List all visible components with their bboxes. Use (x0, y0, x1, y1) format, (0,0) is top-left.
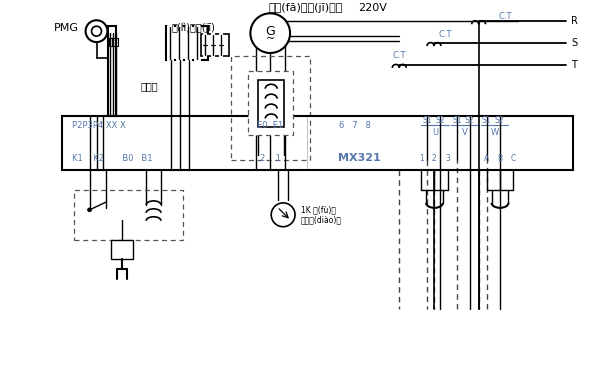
Text: U: U (432, 128, 438, 137)
Text: C.T: C.T (439, 30, 452, 39)
Circle shape (250, 13, 290, 53)
Text: B: B (497, 154, 502, 163)
Bar (248, 71, 293, 135)
Text: 1K 負(fù)載: 1K 負(fù)載 (301, 206, 336, 214)
Text: W: W (490, 128, 499, 137)
Text: MX321: MX321 (338, 153, 381, 163)
Text: S1: S1 (422, 116, 432, 125)
Bar (112, 38, 115, 46)
Text: S2: S2 (465, 116, 475, 125)
Text: 勵(lì)磁機(jī): 勵(lì)磁機(jī) (172, 23, 216, 33)
Text: 1: 1 (419, 154, 424, 163)
Bar (112, 240, 133, 260)
Text: S2: S2 (495, 116, 504, 125)
Text: PMG: PMG (54, 23, 79, 33)
Bar (166, 26, 208, 60)
Circle shape (86, 20, 107, 42)
Bar (109, 26, 116, 116)
Text: S1: S1 (452, 116, 461, 125)
Text: G: G (265, 25, 275, 38)
Text: R: R (571, 16, 577, 26)
Text: C: C (511, 154, 516, 163)
Text: T: T (571, 60, 577, 70)
Bar (109, 38, 112, 46)
Text: 3: 3 (445, 154, 451, 163)
Circle shape (92, 26, 101, 36)
Text: E0  E1: E0 E1 (257, 121, 283, 130)
Bar (74, 190, 183, 240)
Text: 外部調(diào)整: 外部調(diào)整 (301, 215, 342, 224)
Bar (230, 56, 310, 160)
Text: C.T: C.T (499, 12, 512, 21)
Circle shape (271, 203, 295, 227)
Text: 2    1: 2 1 (260, 154, 281, 163)
Text: S2: S2 (435, 116, 445, 125)
Bar (115, 38, 118, 46)
Text: S: S (571, 38, 577, 48)
Text: P2P3P4 XX X: P2P3P4 XX X (72, 121, 125, 130)
Text: S1: S1 (482, 116, 491, 125)
Text: 220V: 220V (358, 3, 387, 13)
Text: 主發(fā)電機(jī)繞組: 主發(fā)電機(jī)繞組 (268, 3, 343, 13)
Bar (62, 116, 573, 170)
Text: A: A (484, 154, 489, 163)
Text: V: V (462, 128, 467, 137)
Text: C.T: C.T (392, 51, 406, 60)
Text: 6   7   8: 6 7 8 (338, 121, 371, 130)
Bar (201, 34, 229, 56)
Text: 2: 2 (431, 154, 436, 163)
Circle shape (88, 208, 92, 212)
Text: ~: ~ (266, 34, 275, 44)
Bar (259, 80, 284, 128)
Text: K1    K2       B0   B1: K1 K2 B0 B1 (72, 154, 152, 163)
Text: 整流器: 整流器 (140, 81, 158, 91)
